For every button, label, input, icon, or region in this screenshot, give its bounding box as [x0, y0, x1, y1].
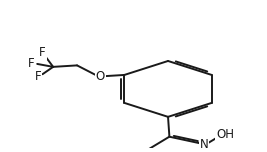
Text: OH: OH [216, 128, 234, 141]
Text: F: F [39, 46, 46, 59]
Text: O: O [96, 70, 105, 83]
Text: F: F [28, 57, 35, 70]
Text: N: N [199, 138, 208, 150]
Text: F: F [34, 70, 41, 83]
